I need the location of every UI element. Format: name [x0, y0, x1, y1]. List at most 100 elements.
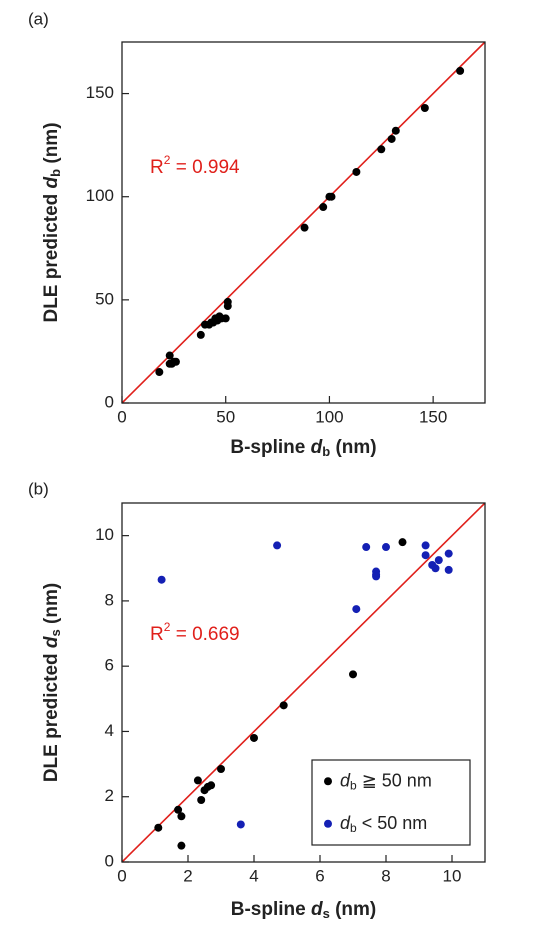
point: [174, 805, 183, 814]
text-part: b: [48, 169, 63, 177]
point: [444, 565, 453, 574]
text-part: (nm): [41, 583, 62, 629]
legend-text: d: [340, 813, 351, 833]
legend-text: ≧ 50 nm: [357, 770, 432, 790]
text-part: s: [48, 629, 63, 636]
y-tick-label: 0: [105, 392, 114, 411]
text-part: d: [311, 437, 323, 458]
text-part: R: [150, 157, 164, 178]
point: [444, 549, 453, 558]
plot-frame: [121, 502, 486, 863]
text-part: s: [323, 906, 330, 921]
legend-label: db ≧ 50 nm: [340, 770, 432, 792]
y-tick-label: 2: [105, 786, 114, 805]
y-tick-label: 8: [105, 590, 114, 609]
legend-text: d: [340, 770, 351, 790]
y-tick-label: 0: [105, 851, 114, 870]
legend-text: b: [350, 821, 357, 835]
point: [193, 776, 202, 785]
point: [279, 701, 288, 710]
point: [300, 223, 309, 232]
x-tick-label: 50: [216, 407, 235, 426]
panel-label: (a): [28, 9, 49, 28]
panel-label: (b): [28, 479, 49, 498]
point: [382, 543, 390, 552]
y-axis-label: DLE predicted db (nm): [41, 122, 63, 322]
text-part: = 0.669: [170, 624, 239, 645]
text-part: d: [311, 899, 323, 920]
point: [155, 368, 164, 377]
point: [352, 605, 361, 614]
text-part: 2: [164, 620, 171, 634]
point: [434, 556, 443, 565]
point: [327, 192, 336, 201]
point: [349, 670, 357, 679]
x-tick-label: 2: [183, 866, 192, 885]
point: [391, 126, 400, 135]
text-part: d: [41, 176, 62, 188]
plot-frame: [121, 41, 486, 404]
text-part: b: [322, 444, 330, 459]
text-part: DLE predicted: [41, 648, 62, 782]
legend-text: < 50 nm: [357, 813, 428, 833]
point: [177, 841, 186, 850]
point: [217, 764, 225, 773]
x-tick-label: 4: [249, 866, 258, 885]
point: [197, 795, 206, 804]
point: [221, 314, 230, 323]
annotation: R2 = 0.994: [150, 153, 240, 178]
point: [431, 564, 440, 573]
y-tick-label: 10: [95, 525, 114, 544]
point: [362, 543, 371, 552]
point: [398, 538, 407, 547]
identity-line: [121, 502, 486, 863]
x-tick-label: 8: [381, 866, 390, 885]
point: [157, 575, 166, 584]
point: [421, 541, 430, 550]
text-part: = 0.994: [170, 157, 240, 178]
point: [352, 167, 361, 176]
point: [177, 812, 186, 821]
point: [165, 351, 174, 360]
point: [377, 145, 386, 154]
legend-text: b: [350, 778, 357, 792]
x-axis-label: B-spline ds (nm): [231, 899, 377, 921]
text-part: DLE predicted: [41, 188, 62, 322]
text-part: R: [150, 624, 164, 645]
text-part: d: [41, 636, 62, 648]
point: [207, 781, 216, 790]
point: [456, 66, 465, 75]
text-part: (nm): [330, 899, 376, 920]
x-tick-label: 0: [117, 866, 126, 885]
text-part: (nm): [330, 437, 376, 458]
point: [421, 551, 430, 560]
point: [420, 104, 429, 113]
y-axis-label: DLE predicted ds (nm): [41, 583, 63, 782]
point: [171, 357, 180, 366]
point: [223, 297, 232, 306]
x-axis-label: B-spline db (nm): [230, 437, 376, 459]
legend-label: db < 50 nm: [340, 813, 427, 835]
point: [273, 541, 282, 550]
text-part: 2: [164, 153, 171, 167]
y-tick-label: 6: [105, 656, 114, 675]
point: [236, 820, 245, 829]
legend-box: [311, 759, 471, 846]
identity-line: [121, 41, 486, 404]
x-tick-label: 6: [315, 866, 324, 885]
text-part: B-spline: [231, 899, 311, 920]
point: [372, 572, 381, 581]
x-tick-label: 10: [443, 866, 462, 885]
y-tick-label: 100: [86, 186, 114, 205]
annotation: R2 = 0.669: [150, 620, 240, 645]
point: [319, 203, 328, 212]
point: [154, 823, 163, 832]
legend-marker: [324, 777, 332, 786]
y-tick-label: 4: [105, 721, 114, 740]
x-tick-label: 150: [419, 407, 447, 426]
x-tick-label: 100: [315, 407, 343, 426]
y-tick-label: 50: [95, 289, 114, 308]
point: [250, 733, 258, 742]
y-tick-label: 150: [86, 83, 114, 102]
